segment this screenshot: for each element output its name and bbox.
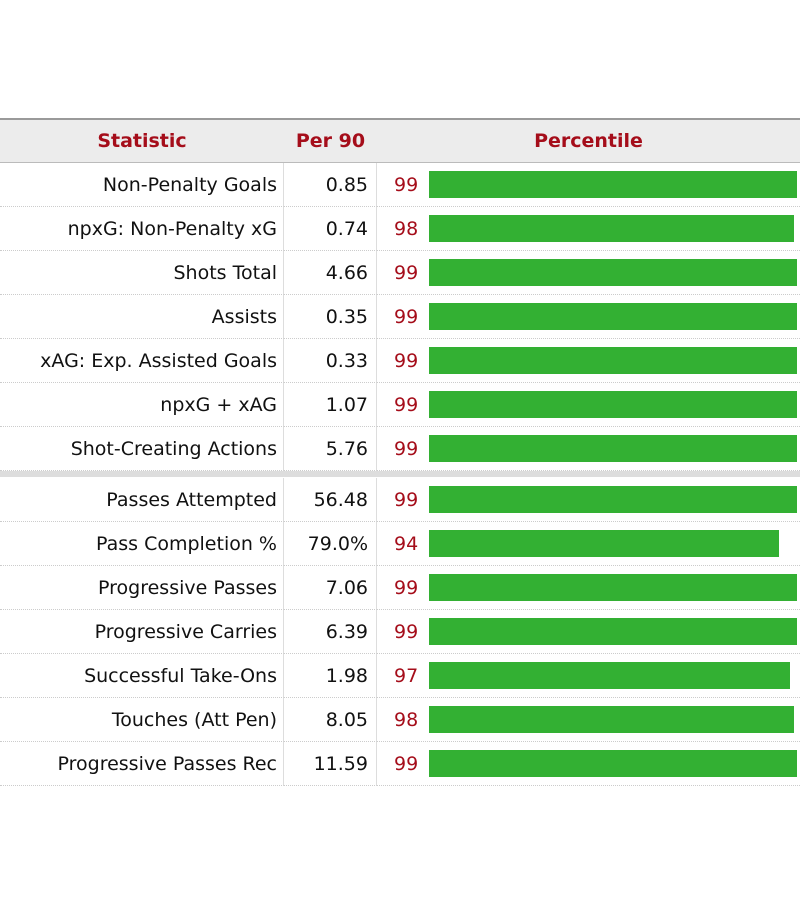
percentile-cell: 99 bbox=[377, 610, 800, 654]
percentile-cell: 99 bbox=[377, 742, 800, 786]
percentile-value: 99 bbox=[394, 752, 419, 775]
percentile-value: 98 bbox=[394, 708, 419, 731]
per-90: 0.74 bbox=[284, 207, 377, 251]
per-90: 56.48 bbox=[284, 478, 377, 522]
percentile-bar bbox=[429, 750, 798, 777]
percentile-value: 99 bbox=[394, 488, 419, 511]
percentile-cell: 99 bbox=[377, 427, 800, 471]
percentile-bar bbox=[429, 662, 790, 689]
per-90: 4.66 bbox=[284, 251, 377, 295]
percentile-bar bbox=[429, 486, 798, 513]
percentile-bar bbox=[429, 391, 798, 418]
stat-name: Touches (Att Pen) bbox=[0, 698, 284, 742]
percentile-bar bbox=[429, 303, 798, 330]
per-90: 1.98 bbox=[284, 654, 377, 698]
percentile-bar bbox=[429, 347, 798, 374]
percentile-bar bbox=[429, 215, 794, 242]
percentile-value: 97 bbox=[394, 664, 419, 687]
percentile-cell: 99 bbox=[377, 295, 800, 339]
percentile-bar bbox=[429, 435, 798, 462]
percentile-value: 99 bbox=[394, 393, 419, 416]
per-90: 0.35 bbox=[284, 295, 377, 339]
group-separator bbox=[0, 471, 800, 477]
stat-name: Progressive Carries bbox=[0, 610, 284, 654]
percentile-cell: 99 bbox=[377, 566, 800, 610]
percentile-cell: 98 bbox=[377, 207, 800, 251]
stat-name: Shot-Creating Actions bbox=[0, 427, 284, 471]
stat-name: Shots Total bbox=[0, 251, 284, 295]
stat-name: Passes Attempted bbox=[0, 478, 284, 522]
percentile-bar bbox=[429, 706, 794, 733]
stat-name: xAG: Exp. Assisted Goals bbox=[0, 339, 284, 383]
percentile-bar bbox=[429, 618, 798, 645]
stat-name: Progressive Passes bbox=[0, 566, 284, 610]
percentile-bar bbox=[429, 530, 779, 557]
percentile-value: 98 bbox=[394, 217, 419, 240]
percentile-value: 94 bbox=[394, 532, 419, 555]
percentile-value: 99 bbox=[394, 437, 419, 460]
column-header: Per 90 bbox=[284, 118, 377, 163]
stat-name: npxG + xAG bbox=[0, 383, 284, 427]
per-90: 6.39 bbox=[284, 610, 377, 654]
stat-name: Assists bbox=[0, 295, 284, 339]
percentile-value: 99 bbox=[394, 173, 419, 196]
stat-name: Non-Penalty Goals bbox=[0, 163, 284, 207]
percentile-cell: 99 bbox=[377, 478, 800, 522]
percentile-cell: 98 bbox=[377, 698, 800, 742]
percentile-bar bbox=[429, 171, 798, 198]
percentile-cell: 99 bbox=[377, 251, 800, 295]
percentile-value: 99 bbox=[394, 349, 419, 372]
percentile-cell: 94 bbox=[377, 522, 800, 566]
per-90: 79.0% bbox=[284, 522, 377, 566]
per-90: 8.05 bbox=[284, 698, 377, 742]
stat-name: Progressive Passes Rec bbox=[0, 742, 284, 786]
percentile-cell: 99 bbox=[377, 163, 800, 207]
stat-name: Pass Completion % bbox=[0, 522, 284, 566]
stat-name: Successful Take-Ons bbox=[0, 654, 284, 698]
column-header: Statistic bbox=[0, 118, 284, 163]
per-90: 1.07 bbox=[284, 383, 377, 427]
per-90: 7.06 bbox=[284, 566, 377, 610]
per-90: 0.85 bbox=[284, 163, 377, 207]
percentile-value: 99 bbox=[394, 261, 419, 284]
per-90: 11.59 bbox=[284, 742, 377, 786]
per-90: 0.33 bbox=[284, 339, 377, 383]
percentile-value: 99 bbox=[394, 620, 419, 643]
percentile-cell: 99 bbox=[377, 383, 800, 427]
percentile-bar bbox=[429, 259, 798, 286]
percentile-cell: 99 bbox=[377, 339, 800, 383]
percentile-bar bbox=[429, 574, 798, 601]
percentile-value: 99 bbox=[394, 305, 419, 328]
percentile-value: 99 bbox=[394, 576, 419, 599]
stats-table: Statistic Per 90 Percentile Non-Penalty Goa… bbox=[0, 118, 800, 786]
percentile-cell: 97 bbox=[377, 654, 800, 698]
per-90: 5.76 bbox=[284, 427, 377, 471]
column-header: Percentile bbox=[377, 118, 800, 163]
stat-name: npxG: Non-Penalty xG bbox=[0, 207, 284, 251]
